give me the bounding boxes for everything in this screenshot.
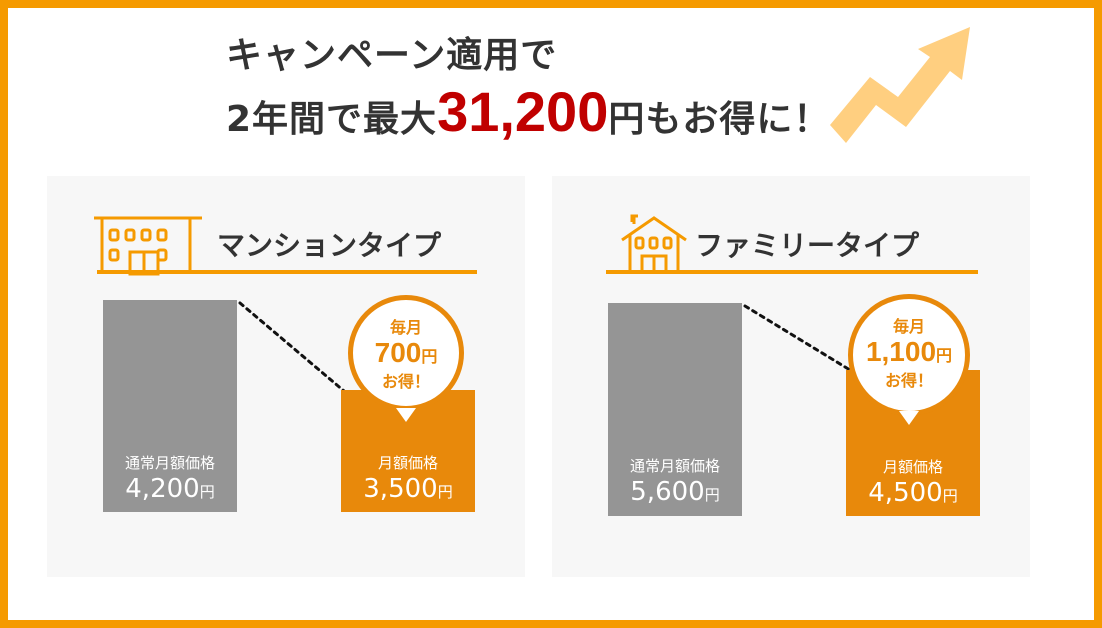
apartment-building-icon: [94, 216, 202, 276]
house-icon: [621, 214, 687, 274]
title-underline: [606, 270, 978, 274]
regular-price-value: 5,600円: [630, 477, 720, 507]
price-drop-line: [743, 304, 852, 372]
headline-suffix: 円もお得に！: [608, 99, 831, 140]
savings-amount: 1,100円: [865, 336, 953, 367]
family-plan-panel: ファミリータイプ 通常月額価格 5,600円 月額価格 4,500円 毎月 1,…: [552, 176, 1030, 577]
title-underline: [97, 270, 477, 274]
campaign-price-label: 月額価格: [882, 458, 943, 476]
price-drop-line: [238, 301, 346, 393]
headline-line2: 2年間で最大31,200円もお得に！: [226, 82, 830, 150]
savings-bubble: 毎月 700円 お得！: [348, 295, 464, 411]
regular-price-bar: 通常月額価格 5,600円: [608, 303, 742, 516]
savings-amount: 700円: [374, 337, 438, 368]
regular-price-value: 4,200円: [125, 474, 215, 504]
regular-price-bar: 通常月額価格 4,200円: [103, 300, 237, 512]
max-savings-amount: 31,200: [437, 80, 609, 143]
bubble-tail: [396, 408, 416, 422]
mansion-plan-panel: マンションタイプ 通常月額価格 4,200円 月額価格 3,500円 毎月 70…: [47, 176, 525, 577]
savings-bottom-text: お得！: [381, 372, 430, 391]
campaign-price-value: 3,500円: [363, 474, 453, 504]
campaign-headline: キャンペーン適用で 2年間で最大31,200円もお得に！: [226, 34, 830, 150]
campaign-price-value: 4,500円: [868, 478, 958, 508]
regular-price-label: 通常月額価格: [124, 454, 215, 472]
bubble-tail: [899, 411, 919, 425]
plan-title: マンションタイプ: [217, 229, 442, 262]
campaign-price-label: 月額価格: [377, 454, 438, 472]
headline-prefix: 2年間で最大: [226, 99, 438, 140]
regular-price-label: 通常月額価格: [629, 457, 720, 475]
savings-top-text: 毎月: [892, 317, 925, 336]
headline-line1: キャンペーン適用で: [226, 35, 558, 76]
savings-bubble: 毎月 1,100円 お得！: [848, 294, 970, 416]
growth-arrow-icon: [830, 27, 970, 143]
campaign-price-bar: 月額価格 3,500円: [341, 390, 475, 512]
plan-title: ファミリータイプ: [695, 229, 920, 262]
savings-bottom-text: お得！: [884, 371, 933, 390]
savings-top-text: 毎月: [389, 318, 422, 337]
